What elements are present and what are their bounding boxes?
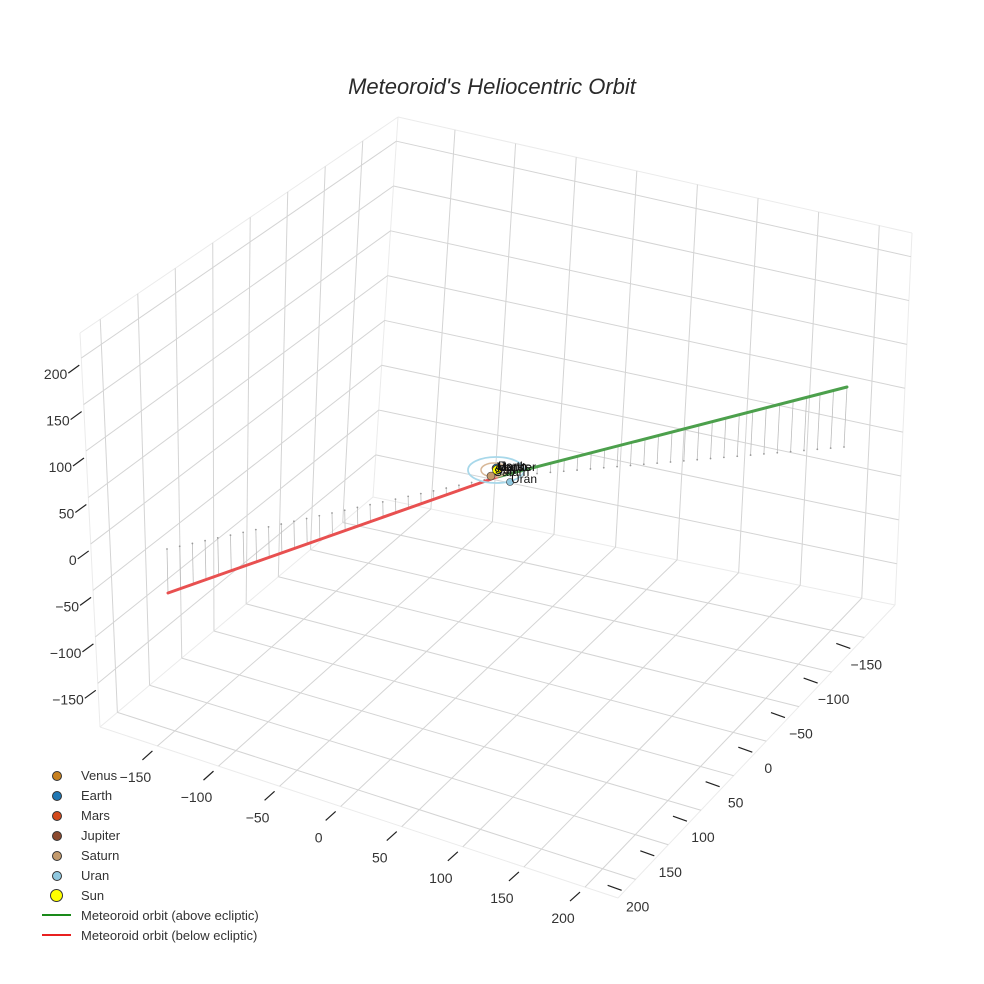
y-tick-label: −100 bbox=[818, 691, 850, 707]
planet-label: Saturn bbox=[494, 465, 529, 479]
z-tick-label: 50 bbox=[59, 505, 75, 521]
legend-label: Meteoroid orbit (above ecliptic) bbox=[81, 907, 259, 923]
legend-item[interactable]: Meteoroid orbit (below ecliptic) bbox=[38, 925, 259, 945]
legend-item[interactable]: Mars bbox=[38, 805, 259, 825]
y-tick-label: 0 bbox=[764, 760, 772, 776]
x-tick-label: 200 bbox=[551, 910, 575, 926]
legend-label: Sun bbox=[81, 887, 105, 903]
z-tick-label: −50 bbox=[55, 598, 79, 614]
legend-item[interactable]: Venus bbox=[38, 765, 259, 785]
planet-label: Uran bbox=[511, 472, 537, 486]
planet-label: Mars bbox=[497, 460, 524, 474]
x-tick-label: −50 bbox=[246, 809, 270, 825]
legend-item[interactable]: Uran bbox=[38, 865, 259, 885]
legend-item[interactable]: Sun bbox=[38, 885, 259, 905]
legend-label: Venus bbox=[81, 767, 118, 783]
orbit-below-line bbox=[166, 475, 499, 595]
legend-label: Saturn bbox=[81, 847, 120, 863]
grid-lines bbox=[79, 116, 913, 899]
legend-label: Meteoroid orbit (below ecliptic) bbox=[81, 927, 258, 943]
legend-label: Uran bbox=[81, 867, 110, 883]
legend-label: Jupiter bbox=[81, 827, 121, 843]
legend-label: Earth bbox=[81, 787, 113, 803]
x-tick-label: 0 bbox=[315, 829, 323, 845]
marker-swatch-icon bbox=[38, 885, 76, 905]
legend-item[interactable]: Earth bbox=[38, 785, 259, 805]
marker-swatch-icon bbox=[38, 785, 76, 805]
planet-label: Venus bbox=[497, 460, 530, 474]
legend-item[interactable]: Saturn bbox=[38, 845, 259, 865]
line-swatch-icon bbox=[38, 905, 76, 925]
marker-swatch-icon bbox=[38, 805, 76, 825]
orbit-above-line bbox=[495, 385, 849, 479]
marker-swatch-icon bbox=[38, 765, 76, 785]
marker-swatch-icon bbox=[38, 845, 76, 865]
marker-swatch-icon bbox=[38, 865, 76, 885]
z-tick-label: 150 bbox=[46, 413, 70, 429]
z-tick-label: −100 bbox=[50, 645, 82, 661]
planet-label: Earth bbox=[498, 459, 527, 473]
z-tick-label: −150 bbox=[52, 691, 84, 707]
line-swatch-icon bbox=[38, 925, 76, 945]
z-tick-label: 100 bbox=[49, 459, 73, 475]
legend: Venus Earth Mars Jupiter Saturn Uran Sun Meteor… bbox=[38, 765, 259, 945]
axis-ticks: −150 −150 −150 −100 −100 −100 −50 −50 −50 0 0 0 50 50… bbox=[44, 364, 883, 926]
z-tick-label: 0 bbox=[69, 552, 77, 568]
marker-swatch-icon bbox=[38, 825, 76, 845]
uran-orbit bbox=[467, 456, 525, 484]
x-tick-label: 100 bbox=[429, 870, 453, 886]
planet-label: Sun bbox=[495, 463, 516, 477]
y-tick-label: 150 bbox=[659, 864, 683, 880]
x-tick-label: 150 bbox=[490, 890, 514, 906]
y-tick-label: 50 bbox=[728, 795, 744, 811]
y-tick-label: −50 bbox=[789, 726, 813, 742]
legend-item[interactable]: Jupiter bbox=[38, 825, 259, 845]
z-tick-label: 200 bbox=[44, 366, 68, 382]
planet-label: Jupiter bbox=[500, 460, 536, 474]
y-tick-label: −150 bbox=[851, 656, 883, 672]
legend-label: Mars bbox=[81, 807, 110, 823]
y-tick-label: 100 bbox=[691, 829, 715, 845]
chart-title: Meteoroid's Heliocentric Orbit bbox=[348, 74, 636, 99]
legend-item[interactable]: Meteoroid orbit (above ecliptic) bbox=[38, 905, 259, 925]
x-tick-label: −150 bbox=[120, 769, 152, 785]
y-tick-label: 200 bbox=[626, 898, 650, 914]
x-tick-label: −100 bbox=[181, 789, 213, 805]
x-tick-label: 50 bbox=[372, 850, 388, 866]
orbit-traces bbox=[166, 385, 849, 595]
